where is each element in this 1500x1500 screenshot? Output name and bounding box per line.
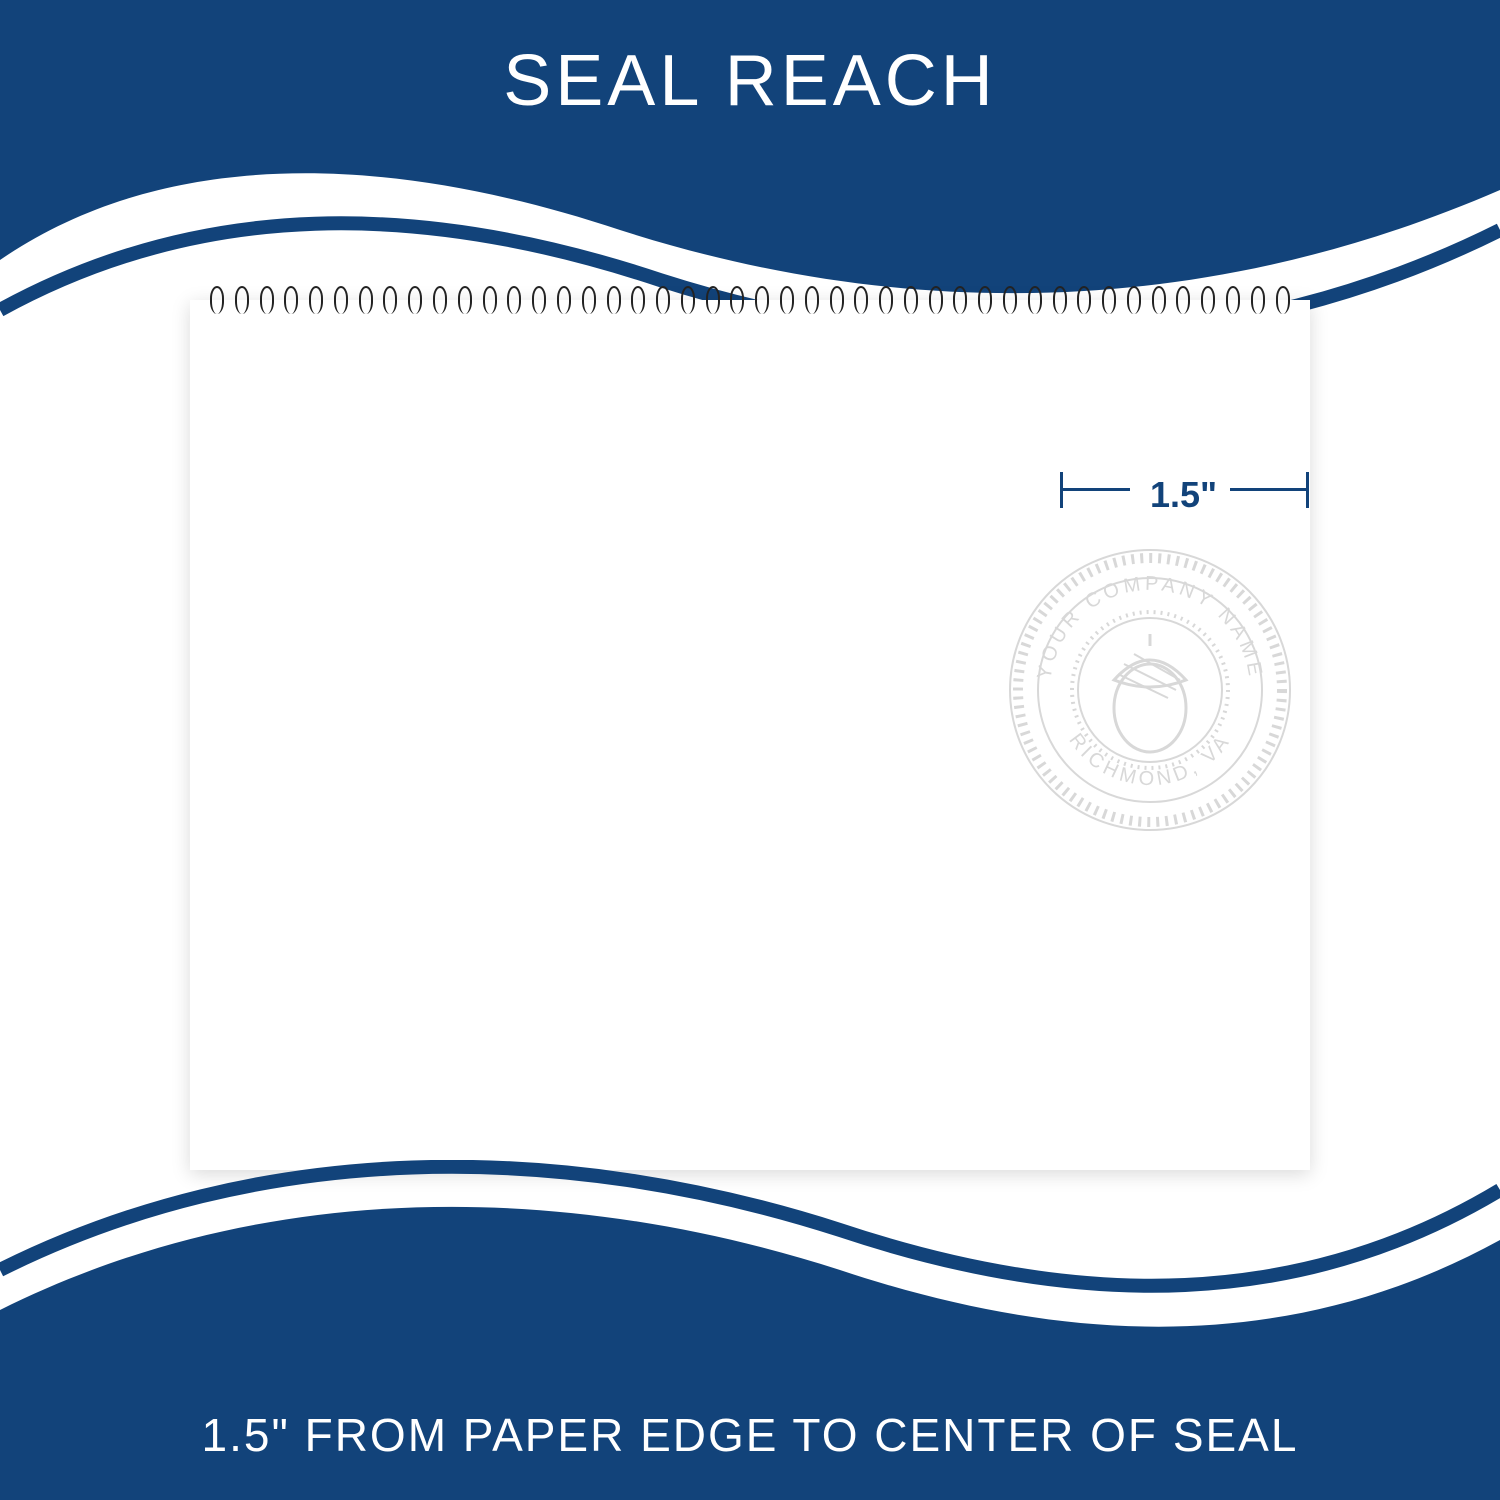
seal-bottom-text: RICHMOND, VA [1064,729,1235,790]
spiral-ring [1251,286,1265,314]
spiral-ring [978,286,992,314]
spiral-ring [953,286,967,314]
spiral-ring [1152,286,1166,314]
spiral-ring [755,286,769,314]
spiral-ring [557,286,571,314]
measure-line-left [1060,488,1130,491]
embossed-seal: YOUR COMPANY NAME RICHMOND, VA [1000,540,1300,840]
spiral-ring [929,286,943,314]
spiral-ring [210,286,224,314]
measurement-indicator: 1.5" [1060,460,1310,520]
spiral-ring [1201,286,1215,314]
spiral-ring [582,286,596,314]
spiral-ring [309,286,323,314]
spiral-ring [458,286,472,314]
spiral-ring [607,286,621,314]
spiral-ring [1028,286,1042,314]
spiral-ring [408,286,422,314]
spiral-ring [284,286,298,314]
spiral-ring [830,286,844,314]
spiral-ring [483,286,497,314]
spiral-ring [730,286,744,314]
spiral-ring [235,286,249,314]
spiral-ring [805,286,819,314]
spiral-ring [1226,286,1240,314]
spiral-ring [1053,286,1067,314]
spiral-ring [532,286,546,314]
spiral-ring [1003,286,1017,314]
spiral-ring [1102,286,1116,314]
spiral-binding [210,286,1290,318]
spiral-ring [260,286,274,314]
spiral-ring [359,286,373,314]
spiral-ring [1176,286,1190,314]
spiral-ring [631,286,645,314]
spiral-ring [904,286,918,314]
acorn-icon [1114,634,1186,752]
spiral-ring [656,286,670,314]
measure-cap-right [1306,472,1309,508]
spiral-ring [433,286,447,314]
footer-caption: 1.5" FROM PAPER EDGE TO CENTER OF SEAL [0,1408,1500,1462]
spiral-ring [1127,286,1141,314]
spiral-ring [1077,286,1091,314]
spiral-ring [507,286,521,314]
spiral-ring [879,286,893,314]
spiral-ring [334,286,348,314]
measure-value: 1.5" [1150,474,1217,516]
spiral-ring [1276,286,1290,314]
spiral-ring [780,286,794,314]
page-title: SEAL REACH [0,40,1500,122]
spiral-ring [681,286,695,314]
spiral-ring [706,286,720,314]
measure-line-right [1230,488,1306,491]
spiral-ring [854,286,868,314]
spiral-ring [383,286,397,314]
